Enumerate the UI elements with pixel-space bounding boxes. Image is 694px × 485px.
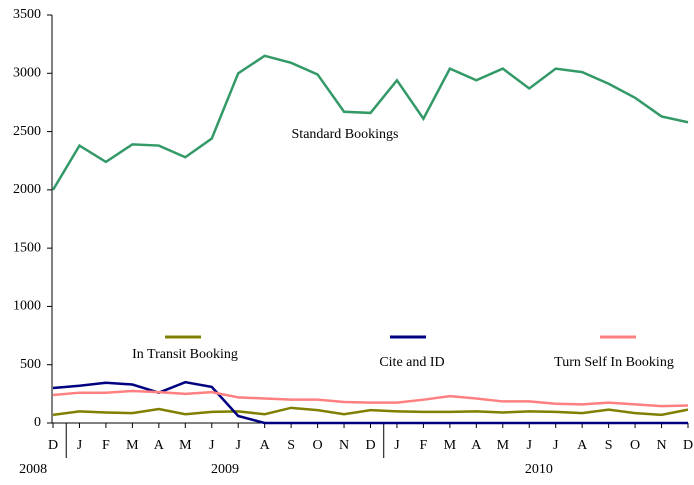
x-tick-label: M	[126, 438, 139, 453]
series-line	[52, 406, 689, 417]
legend-label: Standard Bookings	[292, 127, 399, 142]
x-tick-label: J	[553, 438, 559, 453]
x-tick-label: N	[656, 438, 666, 453]
x-tick-label: N	[339, 438, 349, 453]
x-tick-label: A	[471, 438, 482, 453]
y-tick-label: 0	[34, 415, 41, 430]
group-label: 2009	[211, 462, 239, 477]
x-tick-label: M	[444, 438, 457, 453]
x-tick-label: A	[577, 438, 588, 453]
x-tick-label: J	[394, 438, 400, 453]
y-tick-label: 2500	[13, 124, 41, 139]
x-tick-label: J	[527, 438, 533, 453]
x-tick-label: D	[365, 438, 375, 453]
x-tick-label: M	[497, 438, 510, 453]
x-tick-label: S	[287, 438, 295, 453]
series-line	[52, 389, 689, 408]
x-tick-label: M	[179, 438, 192, 453]
y-tick-label: 500	[20, 357, 41, 372]
x-tick-label: S	[605, 438, 613, 453]
x-tick-label: J	[235, 438, 241, 453]
y-tick-label: 3500	[13, 7, 41, 22]
legend-label: Turn Self In Booking	[554, 355, 674, 370]
x-tick-label: F	[102, 438, 110, 453]
legend-label: Cite and ID	[379, 355, 444, 370]
legend-label: In Transit Booking	[132, 347, 238, 362]
group-label: 2010	[525, 462, 553, 477]
x-tick-label: D	[48, 438, 58, 453]
x-tick-label: F	[420, 438, 428, 453]
y-tick-label: 3000	[13, 66, 41, 81]
y-tick-label: 1000	[13, 299, 41, 314]
x-tick-label: A	[154, 438, 165, 453]
x-tick-label: A	[260, 438, 271, 453]
x-tick-label: J	[77, 438, 83, 453]
x-tick-label: O	[313, 438, 323, 453]
group-label: 2008	[19, 462, 47, 477]
y-tick-label: 2000	[13, 182, 41, 197]
x-tick-label: J	[209, 438, 215, 453]
series-line	[51, 54, 689, 191]
x-tick-label: O	[630, 438, 640, 453]
x-tick-label: D	[683, 438, 693, 453]
y-tick-label: 1500	[13, 240, 41, 255]
